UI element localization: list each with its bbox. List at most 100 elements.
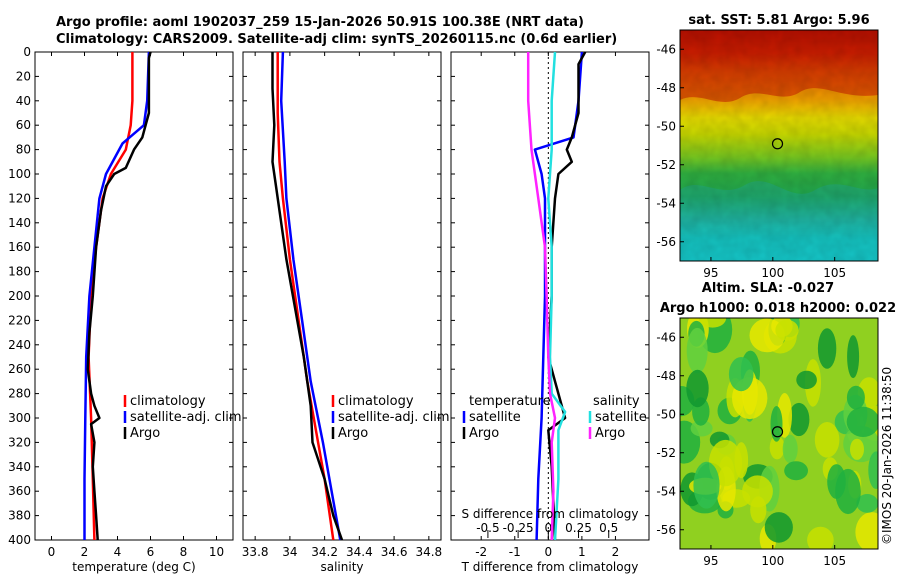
y-tick-label: 240: [8, 338, 31, 352]
x-tick-label: 34: [282, 545, 297, 559]
sla-blob: [770, 406, 783, 442]
sst-heatmap: [680, 30, 878, 261]
sst-map-title: sat. SST: 5.81 Argo: 5.96: [688, 13, 869, 28]
legend-label-temp-satellite: satellite: [469, 410, 521, 425]
sla-blob: [807, 526, 834, 549]
x-tick-label: 10: [209, 545, 224, 559]
sla-blob: [846, 406, 878, 437]
sla-blob: [796, 370, 817, 390]
y-tick-label: 300: [8, 411, 31, 425]
s-difference-label: S difference from climatology: [462, 507, 639, 521]
legend-label-satellite: satellite-adj. clim: [338, 410, 450, 425]
sla-blob: [856, 494, 878, 513]
x-tick-label: 34.8: [415, 545, 442, 559]
x-tick-label: 105: [823, 266, 846, 280]
sla-blob: [693, 461, 720, 509]
x-tick-label: -1: [509, 545, 521, 559]
series-line-climatology: [276, 52, 335, 541]
x-tick-label: -2: [475, 545, 487, 559]
series-line-satellite-adj-clim: [83, 51, 151, 540]
y-tick-label: 380: [8, 509, 31, 523]
sla-blob: [782, 434, 798, 464]
sst-map-panel: sat. SST: 5.81 Argo: 5.96 95 100 105 -46 -48…: [656, 13, 879, 280]
y-tick-label: -50: [656, 119, 676, 133]
s-tick-label: 0: [545, 521, 553, 535]
sla-blob: [835, 468, 861, 515]
x-tick-label: 100: [761, 266, 784, 280]
salinity-legend: climatology satellite-adj. clim Argo: [331, 394, 450, 441]
y-tick-label: 160: [8, 240, 31, 254]
sst-map-frame: [679, 29, 879, 262]
x-tick-label: 0: [48, 545, 56, 559]
y-tick-label: -52: [656, 446, 676, 460]
salinity-panel: 33.8 34 34.2 34.4 34.6 34.8 salinity climatol…: [242, 51, 450, 574]
sla-blob: [846, 385, 865, 410]
y-tick-label: -46: [656, 330, 676, 344]
y-tick-label: -48: [656, 81, 676, 95]
y-tick-label: 220: [8, 313, 31, 327]
temperature-legend: climatology satellite-adj. clim Argo: [123, 394, 242, 441]
y-tick-label: -46: [656, 42, 676, 56]
x-tick-label: 1: [578, 545, 586, 559]
legend-label-sal-argo: Argo: [595, 426, 625, 441]
series-line-salinity-argo: [526, 52, 557, 541]
legend-label-temp-argo: Argo: [469, 426, 499, 441]
y-tick-label: 280: [8, 387, 31, 401]
y-tick-label: 120: [8, 191, 31, 205]
x-tick-label: 95: [703, 554, 718, 568]
temperature-xlabel: temperature (deg C): [72, 560, 195, 574]
difference-legend: temperature satellite Argo salinity sate…: [462, 394, 647, 441]
y-tick-label: 320: [8, 435, 31, 449]
series-line-salinity-satellite: [547, 51, 567, 541]
x-tick-label: 2: [81, 545, 89, 559]
salinity-xlabel: salinity: [320, 560, 363, 574]
legend-label-argo: Argo: [338, 426, 368, 441]
x-tick-label: 4: [114, 545, 122, 559]
sla-blob: [847, 335, 860, 379]
s-tick-label: -0.5: [476, 521, 499, 535]
y-tick-label: 180: [8, 265, 31, 279]
x-tick-label: 105: [823, 554, 846, 568]
y-tick-label: 400: [8, 533, 31, 547]
sla-map-title: Altim. SLA: -0.027: [702, 281, 834, 296]
sla-map-panel: Altim. SLA: -0.027 Argo h1000: 0.018 h20…: [656, 281, 896, 568]
y-tick-label: 140: [8, 216, 31, 230]
x-tick-label: 33.8: [242, 545, 269, 559]
y-tick-label: 200: [8, 289, 31, 303]
figure-title-line2: Climatology: CARS2009. Satellite-adj cli…: [56, 32, 618, 47]
legend-label-satellite: satellite-adj. clim: [130, 410, 242, 425]
y-tick-label: -54: [656, 196, 676, 210]
sla-blob: [750, 496, 767, 524]
argo-position-marker: [771, 138, 784, 150]
sla-blob: [686, 369, 709, 408]
sla-blob: [855, 512, 878, 549]
sla-blob: [690, 420, 713, 437]
imos-watermark: ©IMOS 20-Jan-2026 11:38:50: [880, 367, 894, 545]
x-tick-label: 8: [180, 545, 188, 559]
difference-panel: -2 -1 0 1 2 -0.5 -0.25 0 0.25 0.5 T difference fr…: [450, 51, 650, 574]
legend-label-argo: Argo: [130, 426, 160, 441]
sla-blob: [850, 438, 864, 460]
sla-blob: [699, 318, 727, 328]
y-tick-label: 80: [16, 143, 31, 157]
y-tick-label: 20: [16, 69, 31, 83]
sla-blob: [814, 422, 840, 458]
x-tick-label: 6: [147, 545, 155, 559]
legend-label-climatology: climatology: [338, 394, 414, 409]
x-tick-label: 100: [761, 554, 784, 568]
x-tick-label: 34.6: [381, 545, 408, 559]
sla-blob: [784, 461, 808, 481]
sla-blob: [728, 357, 754, 392]
legend-title-temperature: temperature: [469, 394, 551, 409]
y-tick-label: 60: [16, 118, 31, 132]
difference-axes-box: [450, 51, 650, 541]
s-tick-label: -0.25: [503, 521, 534, 535]
figure-title-line1: Argo profile: aoml 1902037_259 15-Jan-20…: [56, 15, 584, 30]
sla-map-frame: [679, 317, 879, 550]
y-tick-label: -50: [656, 407, 676, 421]
sla-map-subtitle: Argo h1000: 0.018 h2000: 0.022: [660, 301, 896, 316]
series-line-argo: [86, 51, 152, 541]
x-tick-label: 2: [612, 545, 620, 559]
sla-heatmap: [680, 318, 878, 549]
